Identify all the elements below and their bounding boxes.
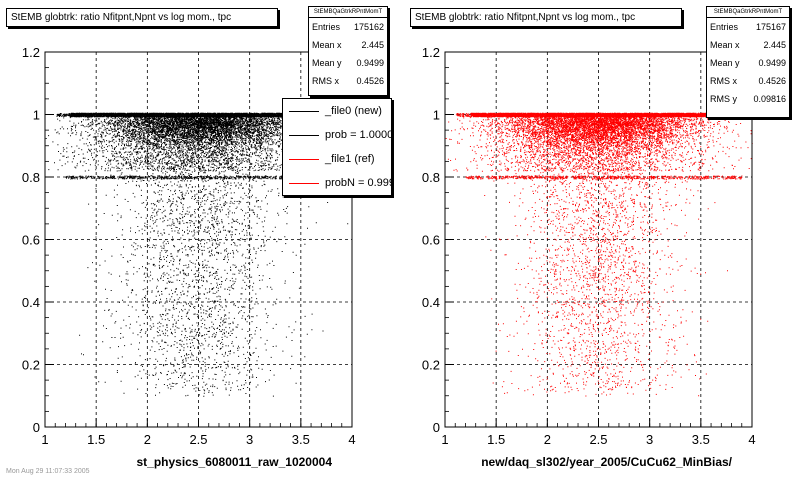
timestamp-footnote: Mon Aug 29 11:07:33 2005 — [6, 468, 90, 475]
legend-entry-probn: probN = 0.999977 — [283, 171, 391, 195]
x-tick-label: 1 — [41, 432, 48, 447]
x-tick-label: 3.5 — [292, 432, 310, 447]
x-tick-label: 1 — [441, 432, 448, 447]
y-tick-label: 0.4 — [422, 295, 440, 310]
stats-name: StEMBQaGtrkRPntMomT — [707, 7, 789, 18]
legend-label: prob = 1.000000 — [325, 129, 392, 141]
left-legend: _file0 (new) prob = 1.000000 _file1 (ref… — [282, 98, 392, 196]
stats-label: Entries — [710, 22, 739, 32]
right-panel-plot: 1 1.5 2 2.5 3 3.5 4 0 0.2 0.4 0.6 0.8 1 1.2 new/daq_sl… — [422, 45, 756, 469]
y-tick-label: 0 — [33, 420, 40, 435]
x-axis-label: st_physics_6080011_raw_1020004 — [136, 455, 332, 469]
y-tick-label: 0.6 — [22, 233, 40, 248]
stats-name: StEMBQaGtrkRPntMomT — [309, 7, 387, 18]
x-tick-label: 2.5 — [589, 432, 607, 447]
stats-value: 0.4526 — [356, 76, 384, 86]
x-tick-label: 3.5 — [692, 432, 710, 447]
x-tick-label: 2 — [144, 432, 151, 447]
y-tick-label: 0.8 — [22, 170, 40, 185]
legend-line — [289, 110, 319, 112]
y-tick-label: 0.6 — [422, 233, 440, 248]
x-axis-label: new/daq_sl302/year_2005/CuCu62_MinBias/ — [481, 455, 732, 469]
stats-row-rms-x: RMS x 0.4526 — [309, 72, 387, 90]
legend-label: _file0 (new) — [325, 105, 382, 117]
stats-row-mean-y: Mean y 0.9499 — [707, 54, 789, 72]
stats-label: RMS x — [312, 76, 339, 86]
scatter-points — [445, 112, 753, 397]
x-tick-label: 2.5 — [189, 432, 207, 447]
stats-label: Mean x — [312, 40, 342, 50]
stats-label: Mean y — [710, 58, 740, 68]
y-tick-label: 1.2 — [422, 45, 440, 60]
legend-label: probN = 0.999977 — [325, 177, 391, 189]
stats-value: 0.4526 — [758, 76, 786, 86]
stats-label: Mean y — [312, 58, 342, 68]
stats-label: Entries — [312, 22, 341, 32]
left-panel-plot: 1 1.5 2 2.5 3 3.5 4 0 0.2 0.4 0.6 0.8 1 1.2 st_physics… — [22, 45, 356, 469]
stats-row-mean-x: Mean x 2.445 — [309, 36, 387, 54]
y-tick-label: 0.2 — [422, 358, 440, 373]
stats-label: Mean x — [710, 40, 740, 50]
legend-line — [289, 134, 319, 136]
y-tick-label: 1 — [33, 108, 40, 123]
stats-value: 175167 — [755, 22, 786, 32]
stats-row-entries: Entries 175167 — [707, 18, 789, 36]
left-panel-title: StEMB globtrk: ratio Nfitpnt,Npnt vs log… — [6, 8, 278, 27]
y-tick-label: 0.2 — [22, 358, 40, 373]
stats-row-rms-y: RMS y 0.09816 — [707, 90, 789, 108]
right-panel-title: StEMB globtrk: ratio Nfitpnt,Npnt vs log… — [410, 8, 682, 27]
stats-value: 175162 — [353, 22, 384, 32]
stats-value: 2.445 — [763, 40, 786, 50]
y-tick-label: 0.8 — [422, 170, 440, 185]
legend-entry-file0: _file0 (new) — [283, 99, 391, 123]
legend-label: _file1 (ref) — [325, 153, 375, 165]
scatter-mark — [445, 112, 753, 397]
stats-row-rms-x: RMS x 0.4526 — [707, 72, 789, 90]
stats-label: RMS y — [710, 94, 737, 104]
x-tick-label: 3 — [646, 432, 653, 447]
x-tick-label: 3 — [246, 432, 253, 447]
y-tick-label: 0 — [433, 420, 440, 435]
legend-line — [289, 182, 319, 184]
stats-value: 0.9499 — [758, 58, 786, 68]
stats-value: 2.445 — [361, 40, 384, 50]
stats-row-entries: Entries 175162 — [309, 18, 387, 36]
y-tick-label: 1.2 — [22, 45, 40, 60]
x-tick-label: 1.5 — [487, 432, 505, 447]
y-tick-label: 0.4 — [22, 295, 40, 310]
left-stats-box: StEMBQaGtrkRPntMomT Entries 175162 Mean … — [308, 6, 388, 96]
stats-value: 0.9499 — [356, 58, 384, 68]
y-tick-label: 1 — [433, 108, 440, 123]
legend-line — [289, 158, 319, 160]
x-tick-label: 2 — [544, 432, 551, 447]
x-tick-label: 4 — [748, 432, 755, 447]
legend-entry-file1: _file1 (ref) — [283, 147, 391, 171]
x-tick-label: 4 — [348, 432, 355, 447]
stats-value: 0.09816 — [753, 94, 786, 104]
stats-row-mean-y: Mean y 0.9499 — [309, 54, 387, 72]
stats-row-mean-x: Mean x 2.445 — [707, 36, 789, 54]
right-stats-box: StEMBQaGtrkRPntMomT Entries 175167 Mean … — [706, 6, 790, 118]
x-tick-label: 1.5 — [87, 432, 105, 447]
legend-entry-prob: prob = 1.000000 — [283, 123, 391, 147]
stats-label: RMS x — [710, 76, 737, 86]
